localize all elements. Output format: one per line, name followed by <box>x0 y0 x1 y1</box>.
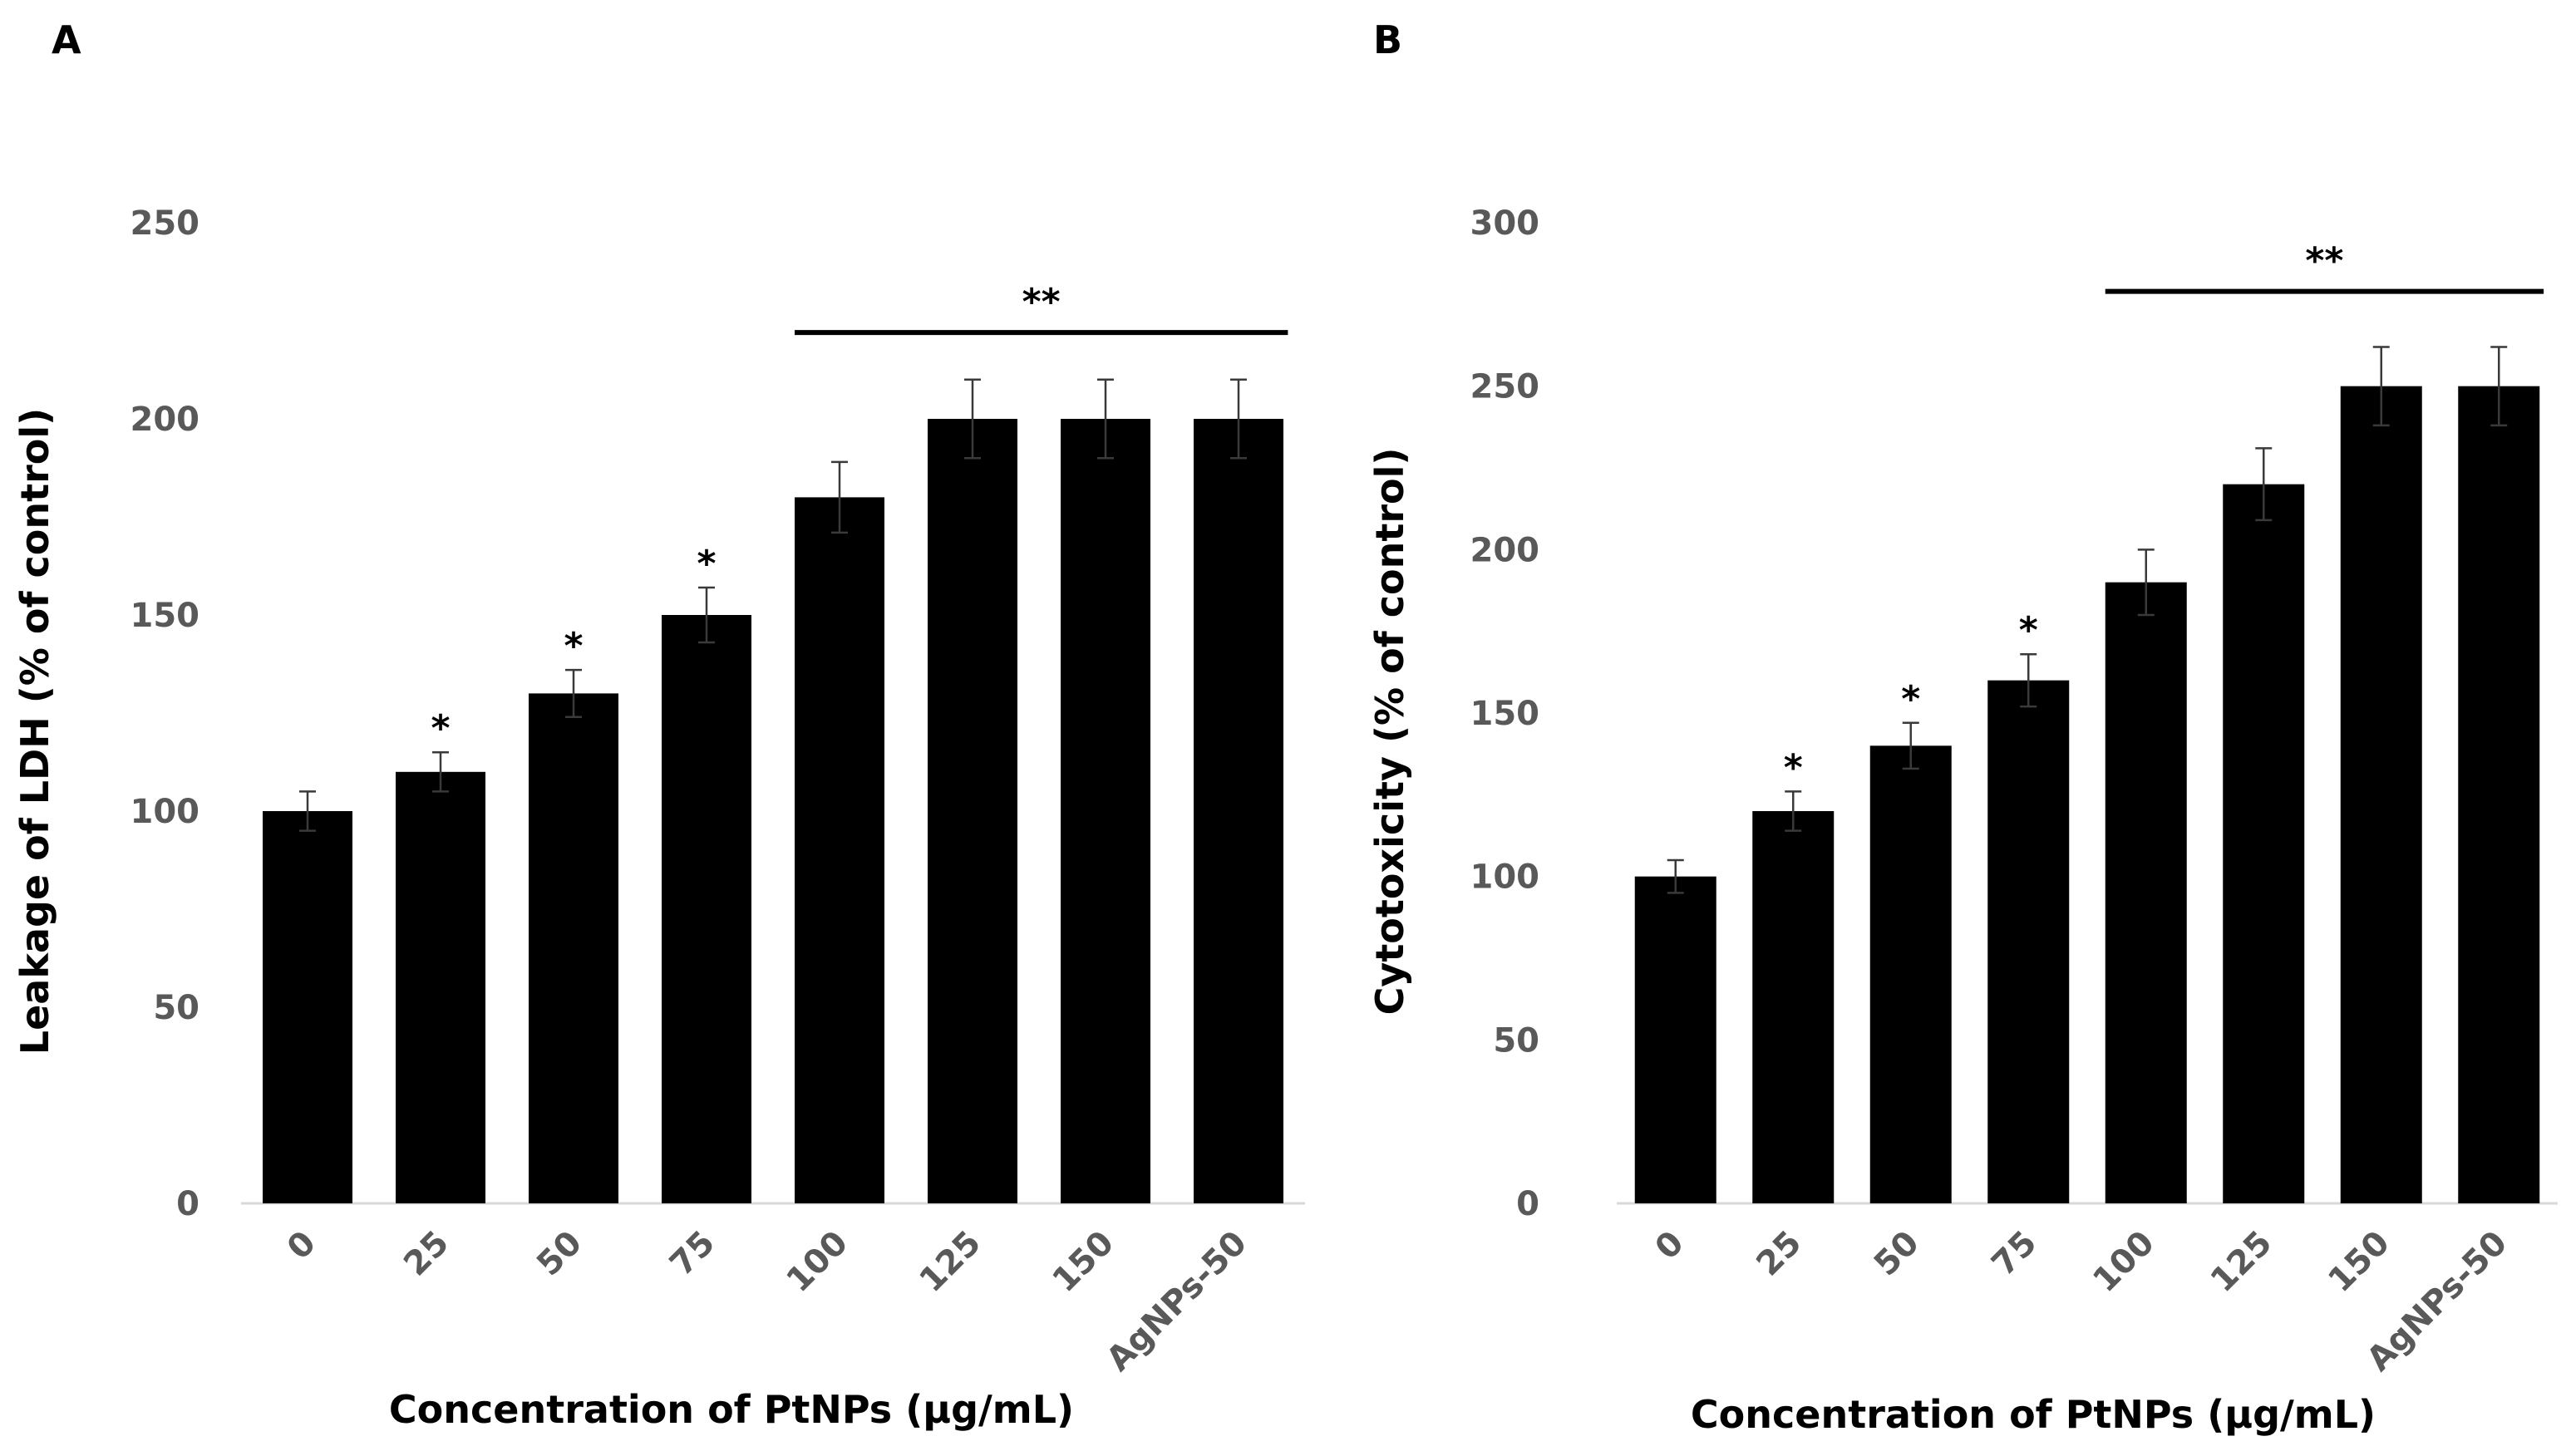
bar-25 <box>1752 811 1835 1203</box>
significance-marker: * <box>1784 746 1803 789</box>
bar-50 <box>529 693 618 1203</box>
panel-letter: A <box>52 17 81 62</box>
bar-75 <box>662 615 751 1203</box>
bar-25 <box>396 771 485 1203</box>
x-tick-label: 0 <box>1648 1224 1692 1267</box>
error-bar <box>2490 346 2508 427</box>
bar-150 <box>1061 419 1150 1203</box>
bar-50 <box>1869 745 1952 1203</box>
x-tick-label: 75 <box>1984 1224 2044 1284</box>
error-bar <box>2372 346 2390 427</box>
x-tick-label: 25 <box>1749 1224 1809 1284</box>
x-tick-label: 100 <box>2086 1224 2162 1301</box>
significance-marker: * <box>431 707 450 750</box>
error-bar <box>299 790 316 832</box>
significance-bracket-label: ** <box>1022 281 1061 323</box>
x-tick-label: 75 <box>662 1224 722 1284</box>
x-tick-label: 150 <box>2321 1224 2397 1301</box>
x-tick-label: 50 <box>529 1224 589 1284</box>
y-tick-label: 50 <box>1493 1021 1539 1060</box>
error-bar <box>1097 378 1114 460</box>
x-tick-label: 150 <box>1046 1224 1122 1301</box>
y-tick-label: 0 <box>176 1185 199 1223</box>
bar-0 <box>263 811 352 1203</box>
x-tick-label: 100 <box>780 1224 856 1301</box>
y-tick-label: 50 <box>153 989 199 1027</box>
y-tick-label: 150 <box>1470 695 1540 733</box>
y-tick-label: 250 <box>131 204 200 243</box>
significance-marker: * <box>564 625 583 667</box>
error-bar <box>1902 721 1919 770</box>
y-tick-label: 250 <box>1470 368 1540 406</box>
error-bar <box>1785 790 1802 832</box>
y-tick-label: 200 <box>131 401 200 439</box>
error-bar <box>1667 858 1684 894</box>
significance-marker: * <box>2019 609 2038 652</box>
error-bar <box>698 586 715 644</box>
y-tick-label: 100 <box>1470 858 1540 897</box>
y-tick-label: 150 <box>131 597 200 635</box>
y-tick-label: 100 <box>131 793 200 831</box>
x-tick-label: AgNPs-50 <box>1100 1224 1255 1380</box>
x-tick-label: 25 <box>396 1224 456 1284</box>
bar-125 <box>2223 484 2305 1203</box>
y-axis-title: Leakage of LDH (% of control) <box>12 408 57 1055</box>
bar-0 <box>1634 876 1716 1203</box>
error-bar <box>964 378 981 460</box>
bar-agnps-50 <box>2458 386 2540 1204</box>
x-axis-title: Concentration of PtNPs (μg/mL) <box>1691 1392 2376 1437</box>
y-tick-label: 300 <box>1470 204 1540 243</box>
y-tick-label: 200 <box>1470 531 1540 569</box>
significance-bracket-label: ** <box>2305 240 2343 283</box>
x-tick-label: 125 <box>2204 1224 2280 1301</box>
x-axis-title: Concentration of PtNPs (μg/mL) <box>389 1387 1074 1432</box>
significance-marker: * <box>1901 678 1920 721</box>
error-bar <box>1230 378 1247 460</box>
error-bar <box>2020 652 2037 708</box>
significance-marker: * <box>697 543 716 585</box>
error-bar <box>831 460 848 534</box>
error-bar <box>2137 548 2155 617</box>
bar-150 <box>2340 386 2422 1204</box>
x-tick-label: 50 <box>1867 1224 1927 1284</box>
y-tick-label: 0 <box>1516 1185 1539 1223</box>
bar-agnps-50 <box>1194 419 1283 1203</box>
y-axis-title: Cytotoxicity (% of control) <box>1367 448 1412 1016</box>
bar-75 <box>1987 680 2070 1203</box>
x-tick-label: 125 <box>913 1224 989 1301</box>
x-tick-label: 0 <box>280 1224 323 1267</box>
bar-100 <box>2105 582 2187 1203</box>
error-bar <box>2255 447 2273 522</box>
bar-100 <box>795 497 884 1203</box>
error-bar <box>432 750 449 793</box>
panel-letter: B <box>1373 17 1402 62</box>
bar-125 <box>928 419 1017 1203</box>
error-bar <box>565 668 582 718</box>
